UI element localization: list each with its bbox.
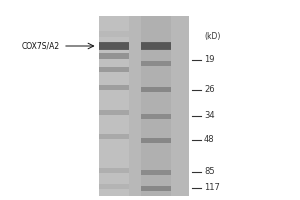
Bar bbox=[99, 44, 129, 48]
Text: 34: 34 bbox=[204, 112, 214, 120]
Bar bbox=[99, 53, 129, 58]
Bar bbox=[99, 168, 129, 172]
Bar bbox=[141, 186, 171, 190]
Bar bbox=[99, 184, 129, 188]
Text: 26: 26 bbox=[204, 85, 214, 94]
Bar bbox=[141, 170, 171, 174]
Text: (kD): (kD) bbox=[204, 31, 220, 40]
Bar bbox=[99, 16, 129, 196]
Bar bbox=[141, 42, 171, 50]
Bar bbox=[99, 67, 129, 72]
Text: 117: 117 bbox=[204, 184, 220, 192]
Bar bbox=[141, 87, 171, 92]
Bar bbox=[99, 31, 129, 36]
Bar bbox=[99, 134, 129, 138]
Bar bbox=[99, 42, 129, 50]
Text: 85: 85 bbox=[204, 168, 214, 176]
Bar bbox=[141, 44, 171, 48]
Bar bbox=[141, 138, 171, 142]
Bar bbox=[141, 61, 171, 66]
Bar bbox=[141, 16, 171, 196]
Bar bbox=[99, 110, 129, 114]
Text: COX7S/A2: COX7S/A2 bbox=[22, 42, 60, 50]
Text: 48: 48 bbox=[204, 136, 214, 144]
Text: 19: 19 bbox=[204, 55, 214, 64]
Bar bbox=[102, 16, 189, 196]
Bar bbox=[99, 85, 129, 90]
Bar bbox=[141, 114, 171, 118]
